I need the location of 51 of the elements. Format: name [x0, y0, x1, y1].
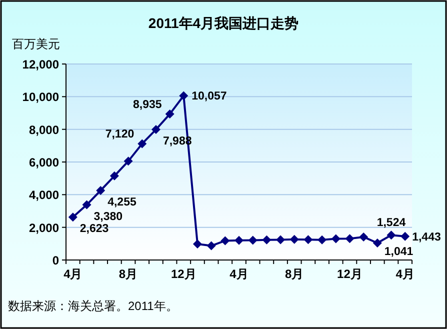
data-label: 7,120 — [105, 128, 134, 141]
point — [82, 200, 92, 210]
point — [359, 232, 368, 242]
x-tick-label: 8月 — [118, 267, 138, 281]
point — [179, 91, 188, 100]
x-tick-label: 4月 — [396, 267, 414, 281]
data-label: 8,935 — [133, 99, 162, 112]
point — [290, 234, 299, 244]
point — [96, 186, 106, 195]
point — [138, 139, 147, 148]
y-tick-label: 8,000 — [28, 122, 60, 137]
point — [151, 125, 160, 134]
data-label: 10,057 — [192, 90, 227, 103]
point — [304, 235, 313, 244]
y-tick-label: 6,000 — [28, 156, 60, 170]
x-tick-label: 8月 — [285, 267, 304, 281]
chart-title: 2011年4月我国进口走势 — [148, 15, 299, 31]
point — [165, 110, 174, 119]
x-tick-label: 12月 — [337, 267, 362, 281]
data-label: 1,443 — [412, 231, 441, 244]
point — [386, 230, 396, 240]
source-note: 数据来源：海关总署。2011年。 — [8, 299, 178, 313]
point — [372, 238, 382, 248]
x-tick-label: 12月 — [170, 267, 196, 281]
point — [110, 171, 119, 180]
y-tick-label: 0 — [52, 254, 60, 268]
point — [68, 212, 78, 222]
x-tick-label: 4月 — [230, 267, 248, 281]
point — [192, 239, 202, 248]
y-tick-label: 10,000 — [22, 90, 60, 104]
point — [124, 156, 133, 166]
y-tick-label: 4,000 — [28, 188, 60, 202]
y-axis-title: 百万美元 — [12, 37, 60, 51]
data-label: 1,524 — [376, 217, 406, 230]
y-tick-label: 12,000 — [22, 58, 60, 72]
point — [262, 235, 272, 244]
point — [220, 236, 230, 246]
x-tick-label: 4月 — [64, 267, 82, 281]
y-tick-label: 2,000 — [28, 220, 60, 235]
point — [276, 235, 286, 244]
point — [318, 235, 327, 244]
data-label: 3,380 — [94, 210, 123, 223]
point — [331, 234, 340, 244]
point — [400, 232, 410, 241]
point — [345, 234, 354, 244]
data-label: 1,041 — [384, 246, 414, 258]
data-label: 4,255 — [108, 196, 137, 208]
point — [206, 241, 216, 250]
data-label: 2,623 — [80, 223, 109, 236]
point — [234, 236, 244, 245]
point — [248, 236, 258, 245]
